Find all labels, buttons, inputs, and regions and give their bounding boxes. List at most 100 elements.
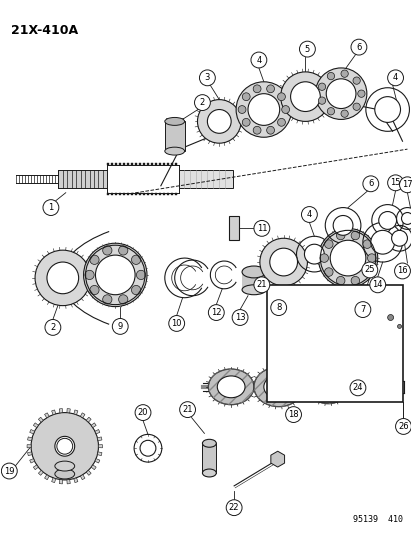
Ellipse shape bbox=[208, 369, 253, 405]
Polygon shape bbox=[111, 193, 113, 195]
Circle shape bbox=[135, 405, 151, 421]
Polygon shape bbox=[166, 163, 169, 165]
Text: 21X-410A: 21X-410A bbox=[11, 25, 78, 37]
Polygon shape bbox=[159, 163, 161, 165]
Polygon shape bbox=[170, 193, 172, 195]
Circle shape bbox=[102, 246, 112, 255]
Polygon shape bbox=[127, 163, 129, 165]
Text: 21: 21 bbox=[182, 405, 192, 414]
Wedge shape bbox=[28, 452, 32, 456]
Wedge shape bbox=[28, 437, 32, 441]
Circle shape bbox=[247, 94, 279, 125]
Text: 6: 6 bbox=[355, 43, 361, 52]
Polygon shape bbox=[135, 193, 137, 195]
Circle shape bbox=[318, 97, 325, 104]
Circle shape bbox=[85, 270, 94, 279]
Ellipse shape bbox=[298, 379, 318, 395]
Wedge shape bbox=[97, 437, 102, 441]
Circle shape bbox=[281, 106, 289, 114]
Circle shape bbox=[357, 90, 364, 98]
Wedge shape bbox=[67, 480, 70, 484]
Text: 9: 9 bbox=[117, 322, 123, 331]
Circle shape bbox=[318, 228, 377, 288]
Circle shape bbox=[207, 109, 230, 133]
Text: 18: 18 bbox=[287, 410, 298, 419]
Polygon shape bbox=[115, 193, 117, 195]
Wedge shape bbox=[33, 423, 38, 427]
Ellipse shape bbox=[315, 377, 340, 397]
Polygon shape bbox=[123, 193, 125, 195]
Wedge shape bbox=[86, 417, 91, 422]
Wedge shape bbox=[38, 470, 43, 475]
Circle shape bbox=[340, 70, 347, 77]
Circle shape bbox=[301, 207, 316, 222]
Text: 10: 10 bbox=[171, 319, 181, 328]
Text: 2: 2 bbox=[199, 98, 204, 107]
Wedge shape bbox=[45, 475, 49, 480]
Polygon shape bbox=[142, 193, 145, 195]
Circle shape bbox=[318, 83, 325, 91]
Bar bbox=[178, 170, 233, 188]
Text: 1: 1 bbox=[48, 203, 53, 212]
Circle shape bbox=[378, 212, 396, 229]
Circle shape bbox=[387, 70, 403, 86]
Circle shape bbox=[340, 110, 347, 117]
Circle shape bbox=[394, 418, 411, 434]
Circle shape bbox=[362, 268, 370, 276]
Wedge shape bbox=[74, 478, 78, 482]
Circle shape bbox=[242, 93, 249, 101]
Wedge shape bbox=[52, 478, 56, 482]
Text: 95139  410: 95139 410 bbox=[351, 514, 401, 523]
Circle shape bbox=[304, 244, 323, 264]
Circle shape bbox=[57, 438, 73, 454]
Bar bbox=[229, 216, 238, 240]
Polygon shape bbox=[270, 451, 284, 467]
Circle shape bbox=[336, 277, 344, 285]
Circle shape bbox=[352, 77, 359, 84]
Text: 19: 19 bbox=[4, 466, 14, 475]
Wedge shape bbox=[33, 465, 38, 470]
Wedge shape bbox=[27, 445, 31, 448]
Bar bbox=[242, 272, 265, 290]
Ellipse shape bbox=[217, 376, 244, 398]
Circle shape bbox=[47, 262, 78, 294]
Circle shape bbox=[237, 106, 245, 114]
Ellipse shape bbox=[55, 461, 74, 471]
Circle shape bbox=[350, 231, 359, 240]
Circle shape bbox=[197, 100, 240, 143]
Polygon shape bbox=[147, 193, 149, 195]
Circle shape bbox=[325, 79, 355, 109]
Wedge shape bbox=[30, 459, 35, 463]
Circle shape bbox=[35, 250, 90, 305]
Wedge shape bbox=[98, 445, 102, 448]
Polygon shape bbox=[162, 193, 164, 195]
Circle shape bbox=[208, 305, 224, 320]
Text: 12: 12 bbox=[211, 308, 221, 317]
Circle shape bbox=[102, 295, 112, 304]
Polygon shape bbox=[151, 163, 152, 165]
Circle shape bbox=[273, 305, 332, 364]
Circle shape bbox=[1, 463, 17, 479]
Circle shape bbox=[319, 254, 328, 262]
Circle shape bbox=[396, 325, 401, 328]
Circle shape bbox=[259, 238, 307, 286]
Circle shape bbox=[266, 126, 274, 134]
Circle shape bbox=[299, 41, 315, 57]
Circle shape bbox=[349, 380, 365, 395]
Polygon shape bbox=[139, 163, 141, 165]
Wedge shape bbox=[80, 413, 85, 418]
Circle shape bbox=[253, 85, 261, 93]
Ellipse shape bbox=[253, 367, 303, 407]
Circle shape bbox=[352, 103, 359, 110]
Circle shape bbox=[266, 85, 274, 93]
Circle shape bbox=[285, 317, 320, 352]
Polygon shape bbox=[154, 193, 157, 195]
Circle shape bbox=[394, 263, 409, 279]
Polygon shape bbox=[174, 163, 176, 165]
Wedge shape bbox=[91, 465, 96, 470]
Circle shape bbox=[401, 213, 413, 224]
Circle shape bbox=[336, 231, 344, 240]
Circle shape bbox=[315, 68, 366, 119]
Polygon shape bbox=[115, 163, 117, 165]
Polygon shape bbox=[123, 163, 125, 165]
